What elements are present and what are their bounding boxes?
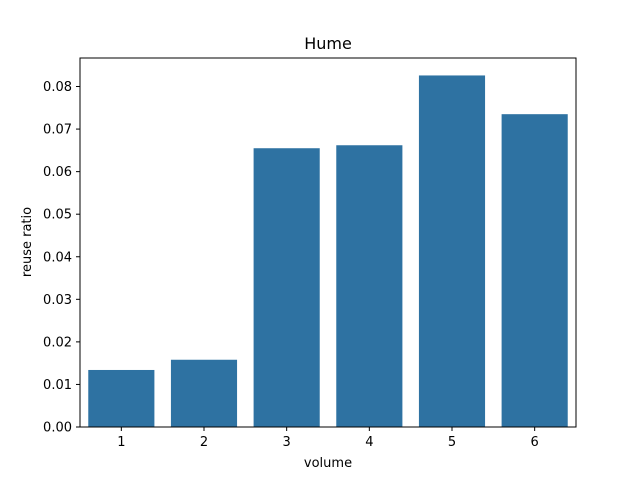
bar-volume-4: [336, 145, 403, 427]
y-axis-title: reuse ratio: [20, 207, 35, 277]
y-tick-label: 0.08: [43, 80, 72, 95]
x-axis-title: volume: [304, 456, 352, 471]
bar-volume-5: [418, 75, 486, 427]
x-tick-label: 2: [200, 435, 208, 450]
y-tick-label: 0.01: [43, 378, 72, 393]
bar-volume-3: [253, 148, 320, 428]
y-tick-label: 0.04: [43, 250, 72, 265]
x-tick-label: 3: [283, 435, 291, 450]
x-tick-label: 6: [531, 435, 539, 450]
y-axis: 0.00 0.01 0.02 0.03 0.04 0.05 0.06 0.07 0.08: [43, 80, 80, 436]
y-tick-label: 0.05: [43, 208, 72, 223]
plot-frame: [79, 57, 577, 428]
x-tick-label: 5: [448, 435, 456, 450]
x-axis: 1 2 3 4 5 6: [117, 427, 539, 450]
y-tick-label: 0.06: [43, 165, 72, 180]
bar-volume-6: [501, 114, 568, 428]
chart-title: Hume: [304, 34, 352, 53]
bar-volume-1: [88, 369, 155, 427]
y-tick-label: 0.00: [43, 421, 72, 436]
bar-volume-2: [170, 359, 238, 427]
bars-layer: [88, 75, 568, 428]
x-tick-label: 1: [117, 435, 125, 450]
x-tick-label: 4: [365, 435, 373, 450]
y-tick-label: 0.07: [43, 123, 72, 138]
y-tick-label: 0.03: [43, 293, 72, 308]
y-tick-label: 0.02: [43, 335, 72, 350]
